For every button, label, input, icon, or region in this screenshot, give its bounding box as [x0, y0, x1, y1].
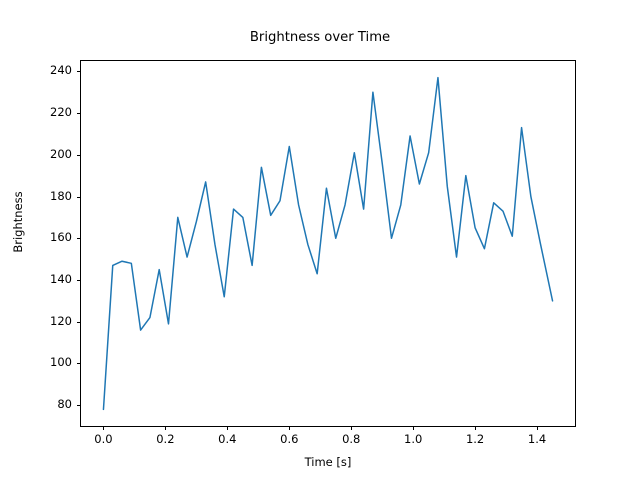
y-tick-mark — [76, 405, 80, 407]
x-axis-label: Time [s] — [304, 455, 352, 469]
plot-area — [80, 60, 576, 427]
brightness-line-series — [102, 76, 554, 411]
y-tick-label: 220 — [50, 105, 72, 120]
y-tick-label: 140 — [50, 272, 72, 287]
x-tick-mark — [351, 426, 353, 430]
y-tick-mark — [76, 238, 80, 240]
y-tick-label: 200 — [50, 146, 72, 161]
x-tick-label: 0.8 — [342, 432, 361, 446]
x-tick-label: 0.4 — [218, 432, 237, 446]
y-tick-mark — [76, 321, 80, 323]
x-tick-label: 1.0 — [404, 432, 423, 446]
x-tick-mark — [475, 426, 477, 430]
y-tick-mark — [76, 113, 80, 115]
y-tick-label: 180 — [50, 188, 72, 203]
y-tick-mark — [76, 363, 80, 365]
x-tick-mark — [103, 426, 105, 430]
y-tick-label: 120 — [50, 313, 72, 328]
y-tick-label: 80 — [57, 397, 72, 412]
line-plot-svg — [102, 76, 554, 411]
x-tick-label: 0.2 — [156, 432, 175, 446]
y-tick-label: 240 — [50, 63, 72, 78]
y-tick-label: 160 — [50, 230, 72, 245]
y-tick-mark — [76, 154, 80, 156]
x-tick-mark — [165, 426, 167, 430]
y-tick-mark — [76, 196, 80, 198]
x-tick-mark — [413, 426, 415, 430]
y-tick-mark — [76, 71, 80, 73]
x-tick-mark — [289, 426, 291, 430]
y-tick-mark — [76, 280, 80, 282]
x-tick-label: 1.2 — [465, 432, 485, 446]
chart-title: Brightness over Time — [249, 30, 391, 45]
x-tick-label: 0.0 — [94, 432, 113, 446]
x-tick-mark — [227, 426, 229, 430]
x-tick-mark — [537, 426, 539, 430]
x-tick-label: 0.6 — [280, 432, 299, 446]
y-tick-label: 100 — [50, 355, 72, 370]
x-tick-label: 1.4 — [527, 432, 547, 446]
y-axis-label: Brightness — [11, 191, 25, 253]
